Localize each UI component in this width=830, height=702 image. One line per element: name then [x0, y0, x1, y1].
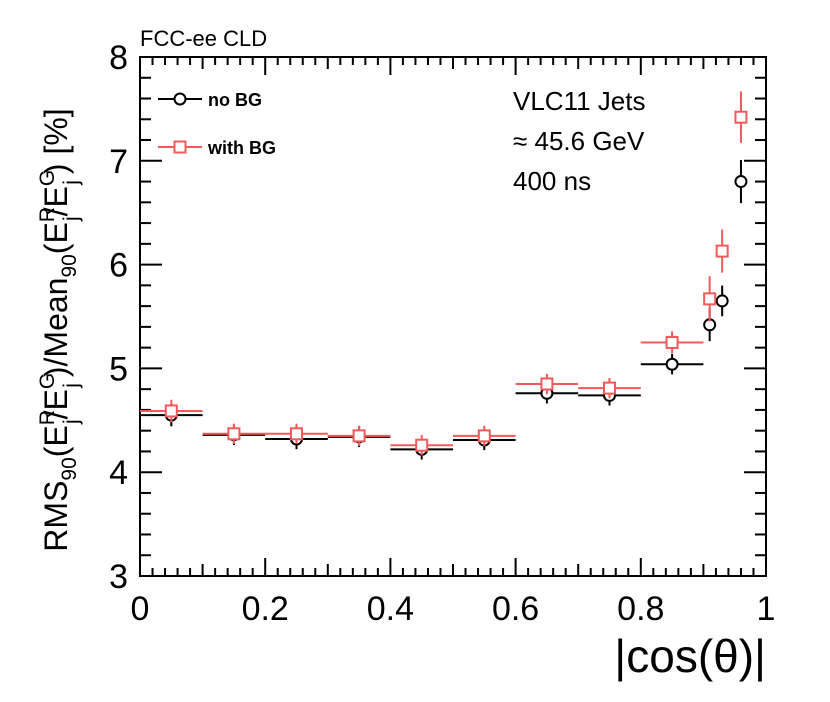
marker-square — [703, 292, 717, 306]
y-axis-ticks: 3 4 5 6 7 8 — [109, 39, 766, 596]
data-point — [703, 276, 717, 322]
chart-header: FCC-ee CLD — [140, 26, 267, 51]
data-point — [140, 399, 203, 423]
data-point — [640, 331, 704, 354]
legend-label-with-bg: with BG — [207, 138, 276, 158]
data-point — [453, 425, 516, 447]
x-tick-label: 0.4 — [367, 590, 414, 628]
data-point — [715, 285, 729, 317]
data-point — [640, 354, 704, 375]
data-points-layer — [140, 91, 748, 460]
x-tick-label: 0 — [131, 590, 150, 628]
y-tick-label: 7 — [109, 143, 128, 181]
data-point — [734, 159, 748, 204]
marker-square — [352, 429, 366, 443]
x-tick-label: 0.8 — [617, 590, 664, 628]
annotation-jets: VLC11 Jets — [513, 86, 645, 116]
marker-square — [715, 244, 729, 258]
marker-circle — [715, 294, 729, 308]
y-tick-label: 8 — [109, 39, 128, 77]
x-axis-ticks: 0 0.2 0.4 0.6 0.8 1 — [131, 57, 776, 628]
marker-square — [477, 429, 491, 443]
x-tick-label: 0.6 — [492, 590, 539, 628]
y-axis-label: RMS90(ERj/EGj)/Mean90(ERj/EGj) [%] — [36, 108, 83, 551]
data-point — [715, 229, 729, 273]
x-axis-label: |cos(θ)| — [614, 630, 766, 682]
x-tick-label: 0.2 — [242, 590, 289, 628]
marker-square — [540, 377, 554, 391]
series-with-bg — [140, 91, 748, 456]
marker-square — [164, 404, 178, 418]
series-no-bg — [140, 159, 748, 460]
data-point — [578, 377, 641, 399]
annotation-energy: ≈ 45.6 GeV — [513, 126, 645, 156]
legend: no BG with BG — [158, 90, 276, 158]
marker-square — [603, 381, 616, 395]
marker-square — [665, 335, 679, 349]
x-tick-label: 1 — [757, 590, 776, 628]
plot-frame — [139, 56, 767, 577]
legend-entry-with-bg: with BG — [158, 138, 276, 158]
data-point — [327, 425, 391, 447]
annotation-time: 400 ns — [513, 166, 591, 196]
marker-square — [734, 110, 748, 124]
data-point — [734, 91, 748, 143]
y-tick-label: 5 — [109, 350, 128, 388]
marker-circle — [665, 357, 679, 371]
data-point — [265, 423, 328, 444]
data-point — [202, 423, 266, 444]
y-tick-label: 3 — [109, 558, 128, 596]
marker-square — [227, 427, 241, 441]
y-tick-label: 6 — [109, 247, 128, 285]
legend-label-no-bg: no BG — [208, 90, 262, 110]
marker-square — [415, 438, 429, 452]
plot-area-border — [139, 56, 767, 577]
y-tick-label: 4 — [109, 454, 128, 492]
marker-circle — [734, 175, 748, 189]
marker-square — [290, 427, 303, 441]
annotations: VLC11 Jets ≈ 45.6 GeV 400 ns — [513, 86, 645, 196]
data-point — [515, 373, 579, 395]
legend-entry-no-bg: no BG — [158, 90, 262, 110]
data-point — [390, 435, 453, 456]
